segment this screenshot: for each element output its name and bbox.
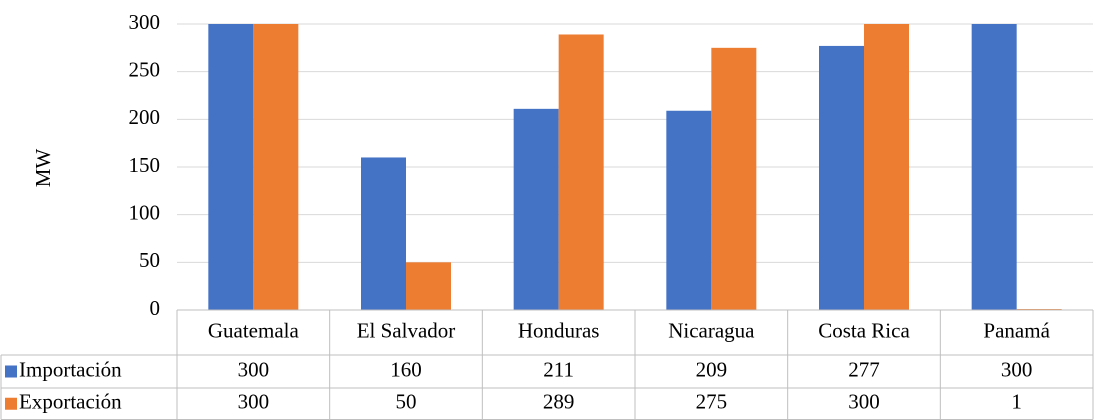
x-tick-label: Guatemala xyxy=(208,318,300,342)
table-value: 160 xyxy=(390,357,422,381)
bar xyxy=(864,24,909,310)
table-value: 50 xyxy=(396,390,417,414)
y-tick-label: 0 xyxy=(150,296,161,320)
legend-label: Importación xyxy=(19,357,122,381)
legend-swatch xyxy=(5,397,17,410)
y-tick-label: 150 xyxy=(129,153,161,177)
y-tick-label: 200 xyxy=(129,105,161,129)
table-value: 289 xyxy=(543,390,575,414)
legend-label: Exportación xyxy=(19,390,122,414)
bar xyxy=(513,108,559,310)
table-value: 300 xyxy=(848,390,880,414)
x-tick-label: El Salvador xyxy=(357,318,456,342)
y-tick-label: 250 xyxy=(129,57,161,81)
bar xyxy=(208,24,254,310)
y-tick-label: 50 xyxy=(139,248,160,272)
legend-swatch xyxy=(5,365,17,378)
bar xyxy=(558,34,604,311)
table-value: 300 xyxy=(1001,357,1033,381)
bar xyxy=(253,24,299,310)
x-tick-label: Costa Rica xyxy=(818,318,910,342)
y-tick-label: 100 xyxy=(129,200,161,224)
bar xyxy=(711,47,757,310)
table-value: 275 xyxy=(696,390,728,414)
table-value: 300 xyxy=(238,357,270,381)
table-value: 277 xyxy=(848,357,880,381)
bar xyxy=(361,157,406,310)
x-tick-label: Nicaragua xyxy=(668,318,755,342)
bar xyxy=(666,110,712,311)
bar xyxy=(971,24,1017,310)
bar xyxy=(819,45,864,310)
y-tick-label: 300 xyxy=(129,10,161,34)
x-tick-label: Panamá xyxy=(983,318,1050,342)
table-value: 1 xyxy=(1011,390,1022,414)
table-value: 209 xyxy=(696,357,728,381)
bar xyxy=(406,262,451,310)
x-tick-label: Honduras xyxy=(518,318,600,342)
table-value: 300 xyxy=(238,390,270,414)
table-value: 211 xyxy=(543,357,574,381)
y-axis-label: MW xyxy=(31,149,55,188)
